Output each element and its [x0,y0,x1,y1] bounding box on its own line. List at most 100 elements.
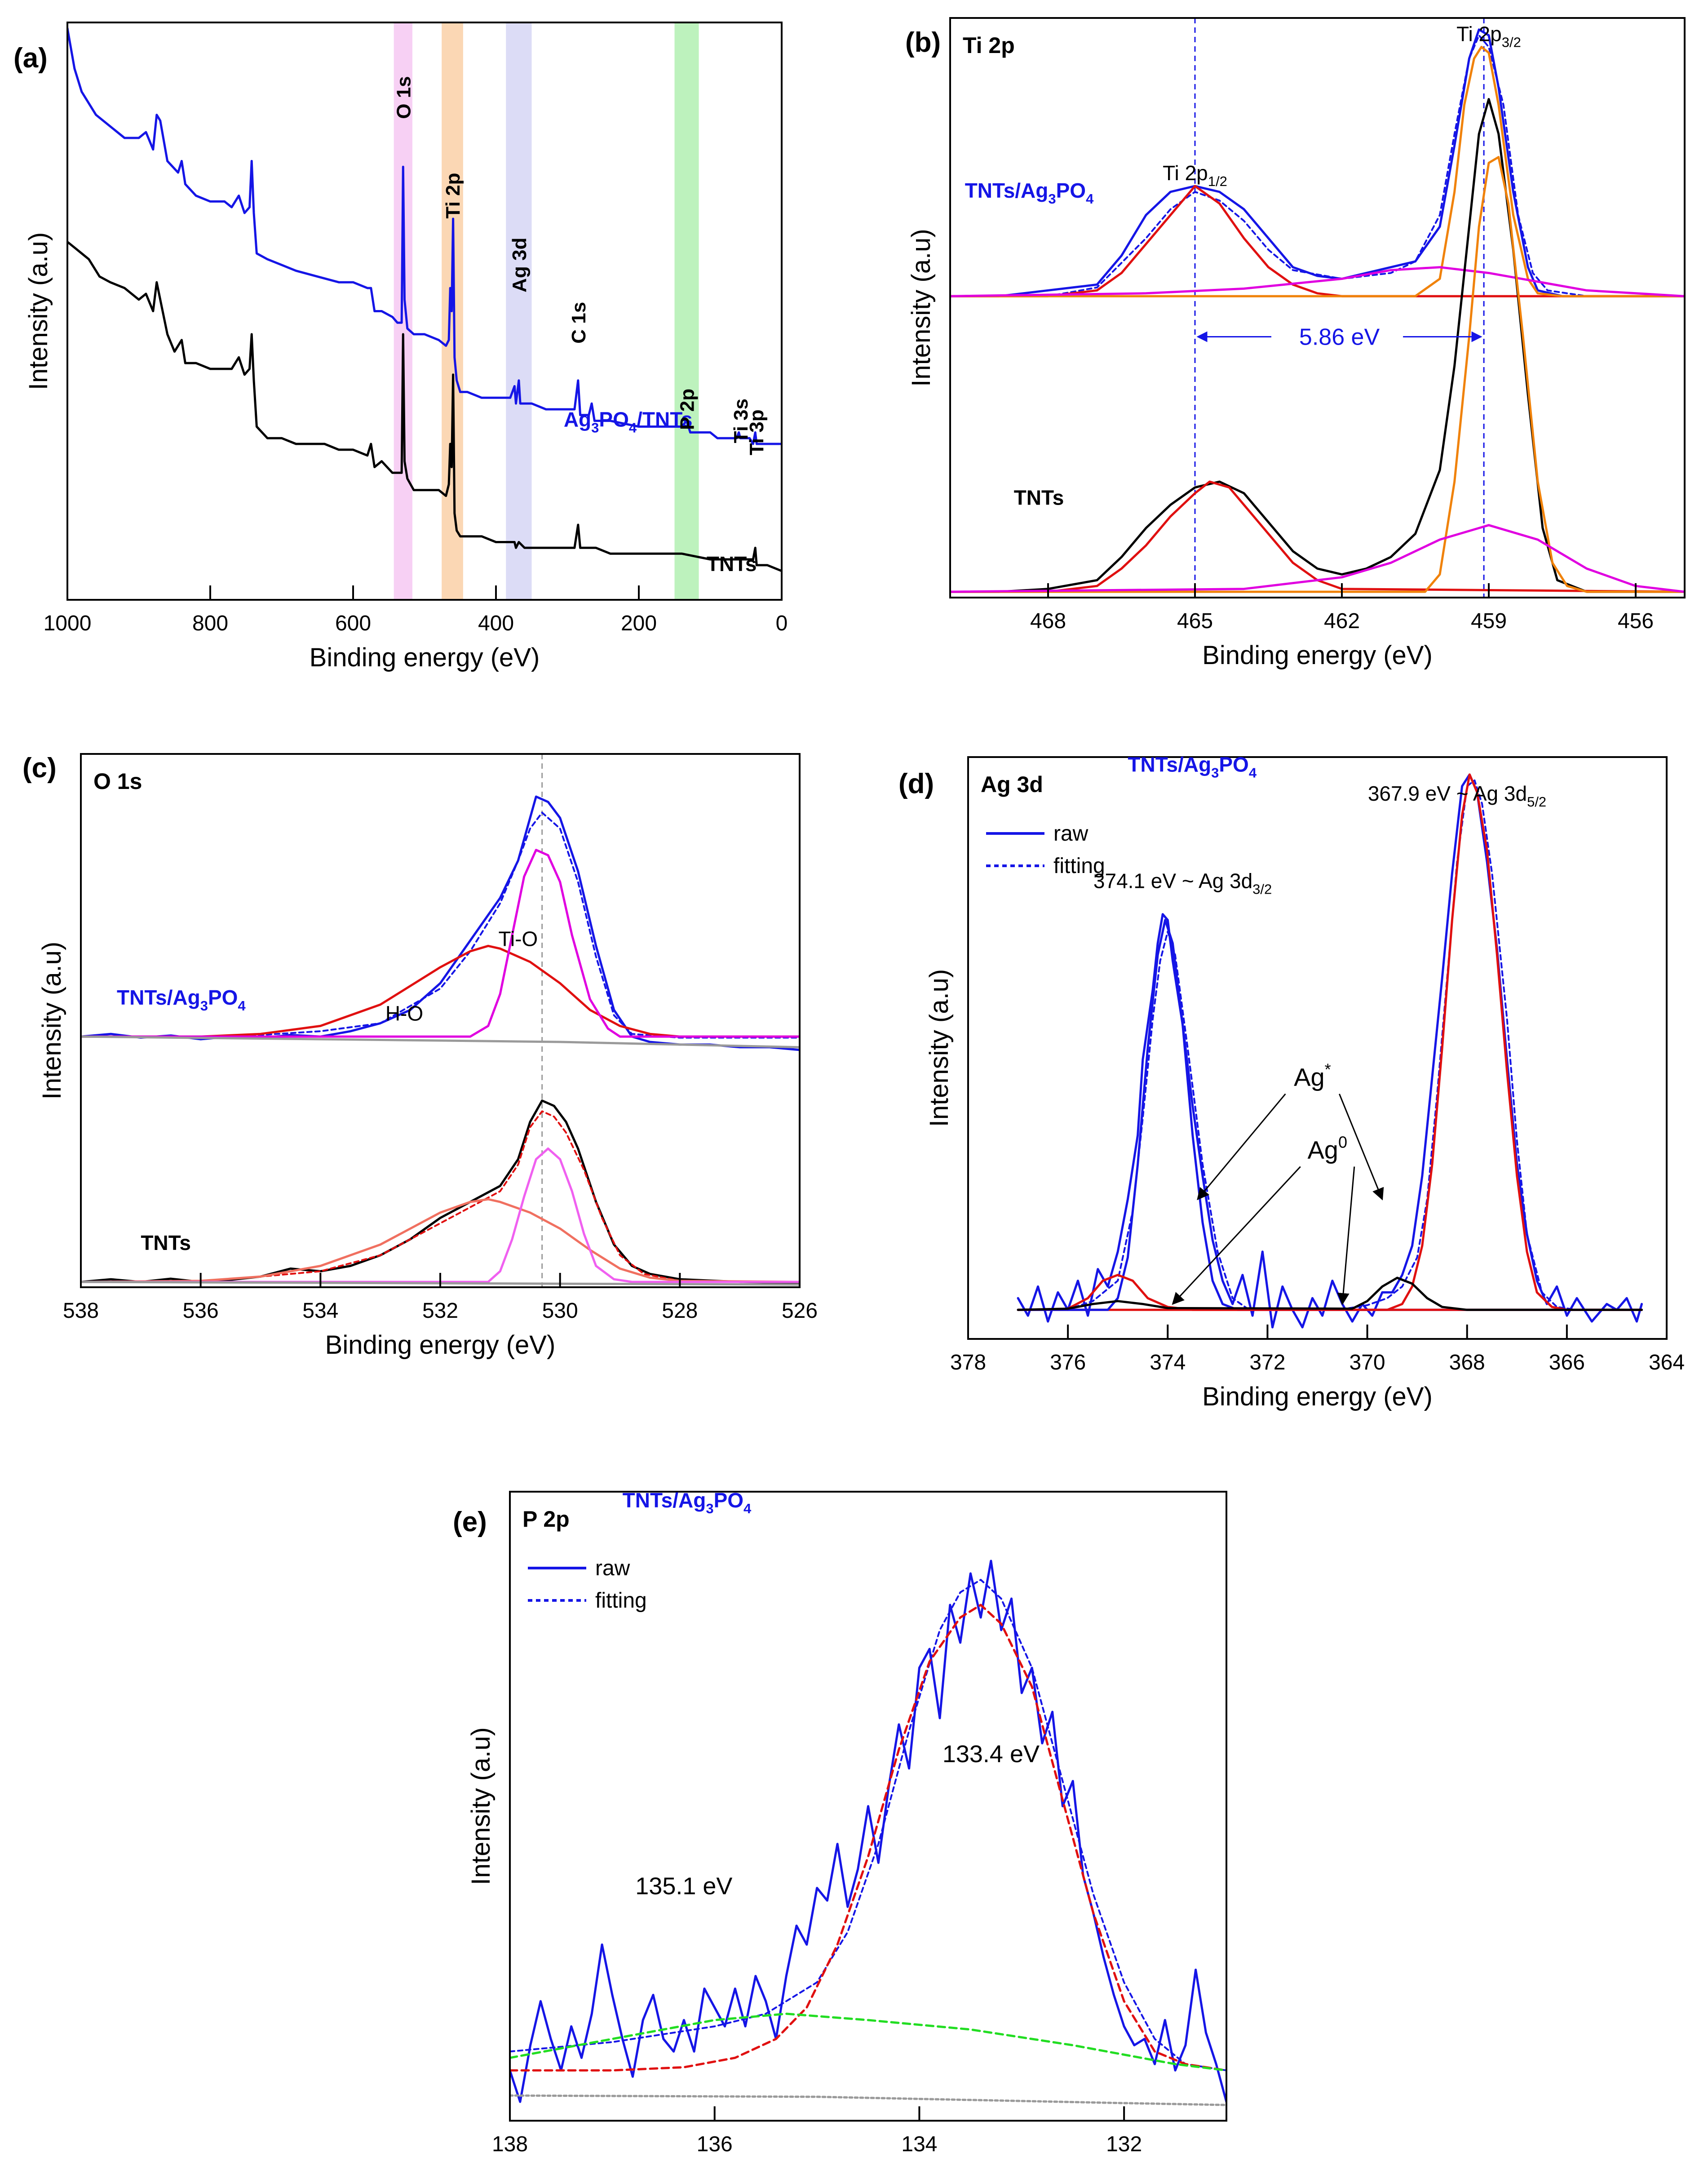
panel-tag: (c) [22,753,57,784]
x-tick-label: 376 [1050,1351,1086,1374]
sample-label-part: PO [714,1489,743,1512]
band-label: P 2p [677,389,699,430]
peak-annotation: 374.1 eV ~ Ag 3d3/2 [1093,869,1272,897]
x-tick-label: 378 [950,1351,986,1374]
peak-label: Ti 3p [746,409,768,455]
panel-tag: (d) [898,768,934,799]
x-tick-label: 459 [1471,609,1507,633]
series-line [950,185,1685,297]
sample-label-part: TNTs [1014,486,1064,510]
plot-frame [949,17,1686,598]
x-tick-label: 536 [183,1299,219,1323]
series-line [67,240,782,572]
sample-label: TNTs/Ag3PO4 [1128,753,1257,780]
x-tick-label: 372 [1249,1351,1285,1374]
y-axis-label: Intensity (a.u) [466,1727,496,1885]
series-line [1017,1276,1643,1311]
x-tick-label: 526 [782,1299,818,1323]
sample-label-part: PO [1219,753,1248,776]
legend-label: fitting [595,1589,647,1613]
panel-e: 138136134132Binding energy (eV)Intensity… [453,1489,1227,2156]
panel-title: Ti 2p [963,33,1015,58]
series-line [1017,919,1643,1311]
series-line [950,266,1685,297]
panel-a: Ag3PO4/TNTs TNTs 1000 800 600 400 200 0 Binding … [13,22,788,672]
panel-tag: (b) [905,27,941,58]
x-tick-label: 456 [1618,609,1654,633]
series-line [81,944,800,1038]
series-line [950,156,1685,593]
band-label: Ti 2p [442,173,464,219]
band-label: O 1s [393,76,415,119]
energy-separation-label: 5.86 eV [1299,324,1380,350]
series-group [510,1560,1226,2106]
panel-tag: (a) [13,43,48,74]
sample-label-part: TNTs/Ag [965,179,1049,202]
series-group [81,795,800,1286]
y-axis-label: Intensity (a.u) [24,232,53,390]
sample-label: TNTs [141,1231,191,1254]
peak-band [674,22,699,600]
series-line [510,2012,1226,2072]
peak-annotation-part: Ti-O [498,927,538,950]
callout-arrow [1197,1093,1286,1201]
peak-annotation-part: 374.1 eV ~ Ag 3d [1093,869,1252,892]
x-tick-label: 132 [1106,2132,1142,2156]
sample-label-part: 4 [238,998,246,1014]
callout-arrow [1172,1166,1301,1305]
series-line [81,849,800,1038]
series-label: Ag3PO4/TNTs [564,408,693,436]
sample-label-part: 3 [706,1501,713,1516]
sample-label-part: PO [1056,179,1086,202]
plot-frame [66,22,783,601]
x-tick-label: 366 [1549,1351,1585,1374]
x-tick-label: 462 [1324,609,1360,633]
series-line [510,1579,1226,2071]
sample-label: TNTs [1014,486,1064,510]
sample-label-part: TNTs/Ag [1128,753,1211,776]
plot-frame [967,756,1668,1340]
series-label-part: /TNTs [637,408,692,431]
x-tick-label: 800 [192,612,228,635]
sample-label-part: PO [208,986,238,1009]
x-axis-label: Binding energy (eV) [325,1330,556,1360]
peak-annotation-part: 133.4 eV [942,1741,1040,1768]
x-tick-label: 364 [1649,1351,1685,1374]
panel-d: 378 376 374 372 370 368 366 364 Binding energy (… [898,753,1685,1411]
x-tick-label: 374 [1150,1351,1186,1374]
sample-label-part: 4 [743,1501,752,1516]
band-label: Ag 3d [509,238,531,292]
panel-title: O 1s [93,769,142,794]
legend-label: raw [1053,822,1089,846]
sample-label-part: TNTs/Ag [623,1489,706,1512]
peak-annotation-part: 135.1 eV [635,1873,732,1900]
series-label-part: TNTs [707,552,757,576]
x-tick-label: 600 [335,612,371,635]
peak-annotation: 135.1 eV [635,1873,732,1900]
peak-annotation: 367.9 eV ~ Ag 3d5/2 [1368,782,1546,810]
x-tick-label: 1000 [44,612,92,635]
series-label-part: 4 [629,420,637,436]
x-tick-label: 138 [492,2132,528,2156]
series-line [950,28,1685,297]
y-axis-label: Intensity (a.u) [907,229,936,386]
peak-band [506,22,532,600]
peak-annotation: Ti 2p1/2 [1163,161,1227,189]
x-tick-label: 368 [1449,1351,1485,1374]
series-label: TNTs [707,552,757,576]
callout-arrow [1339,1094,1384,1201]
peak-annotation: Ti-O [498,927,538,950]
callout-label: Ag* [1294,1060,1331,1091]
series-group [950,28,1685,593]
x-tick-label: 528 [662,1299,698,1323]
series-line [81,1198,800,1283]
series-line [510,2094,1226,2106]
series-line [81,811,800,1039]
series-line [1017,779,1643,1311]
plot-frame [509,1491,1227,2122]
callout-superscript: 0 [1338,1133,1347,1152]
series-label-part: 3 [591,420,599,436]
sample-label: TNTs/Ag3PO4 [623,1489,752,1516]
peak-annotation-part: 3/2 [1252,881,1272,897]
